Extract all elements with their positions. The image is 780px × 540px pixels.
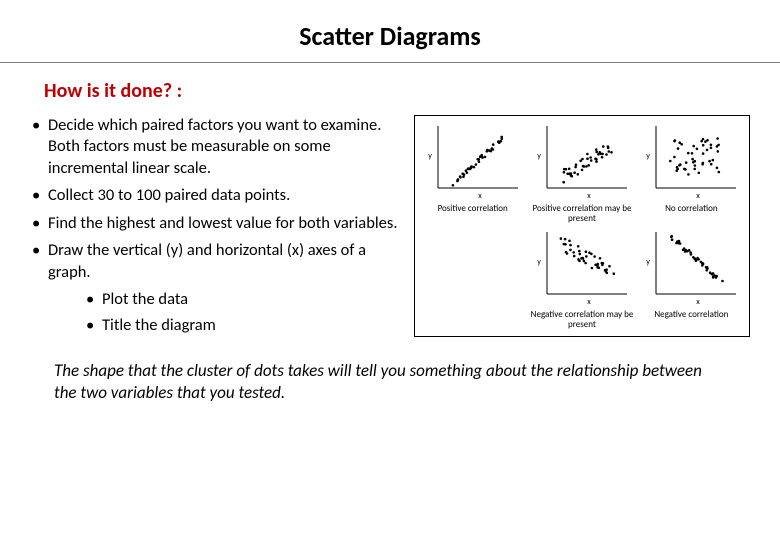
- list-item: Find the highest and lowest value for bo…: [30, 213, 400, 234]
- svg-text:y: y: [537, 257, 541, 267]
- scatter-mini-icon: y x: [642, 228, 740, 308]
- mini-caption: Positive correlation: [438, 204, 508, 224]
- mini-caption: No correlation: [665, 204, 717, 224]
- list-item: Decide which paired factors you want to …: [30, 115, 400, 179]
- content-row: Decide which paired factors you want to …: [30, 115, 750, 342]
- svg-text:x: x: [587, 191, 591, 201]
- scatter-mini: y x Negative correlation may be present: [530, 228, 633, 330]
- scatter-mini-icon: y x: [533, 228, 631, 308]
- svg-text:y: y: [647, 257, 651, 267]
- svg-text:y: y: [537, 151, 541, 161]
- page-title: Scatter Diagrams: [30, 20, 750, 52]
- scatter-mini: y x Positive correlation may be present: [530, 122, 633, 224]
- list-item: Draw the vertical (y) and horizontal (x)…: [30, 240, 400, 336]
- bullet-column: Decide which paired factors you want to …: [30, 115, 400, 342]
- scatter-mini: y x Negative correlation: [640, 228, 743, 330]
- list-item-text: Draw the vertical (y) and horizontal (x)…: [48, 240, 366, 281]
- svg-text:y: y: [647, 151, 651, 161]
- chart-grid: y x Positive correlation y x Positive co…: [421, 122, 743, 330]
- scatter-mini-icon: y x: [533, 122, 631, 202]
- subheading: How is it done? :: [44, 79, 750, 103]
- list-item: Collect 30 to 100 paired data points.: [30, 185, 400, 206]
- svg-text:x: x: [587, 297, 591, 307]
- slide: Scatter Diagrams How is it done? : Decid…: [0, 0, 780, 540]
- svg-text:x: x: [697, 191, 701, 201]
- svg-text:y: y: [428, 151, 432, 161]
- mini-caption: Negative correlation: [654, 310, 728, 330]
- bottom-note: The shape that the cluster of dots takes…: [54, 360, 726, 404]
- outer-list: Decide which paired factors you want to …: [30, 115, 400, 336]
- list-item: Plot the data: [84, 289, 400, 310]
- scatter-mini: y x Positive correlation: [421, 122, 524, 224]
- scatter-mini-icon: y x: [424, 122, 522, 202]
- scatter-mini: y x No correlation: [640, 122, 743, 224]
- title-divider: [0, 62, 780, 63]
- inner-list: Plot the data Title the diagram: [48, 289, 400, 336]
- scatter-figure-panel: y x Positive correlation y x Positive co…: [414, 115, 750, 337]
- svg-text:x: x: [478, 191, 482, 201]
- scatter-mini-icon: y x: [642, 122, 740, 202]
- mini-caption: Negative correlation may be present: [530, 310, 633, 330]
- svg-text:x: x: [697, 297, 701, 307]
- list-item: Title the diagram: [84, 315, 400, 336]
- grid-spacer: [421, 228, 524, 330]
- mini-caption: Positive correlation may be present: [530, 204, 633, 224]
